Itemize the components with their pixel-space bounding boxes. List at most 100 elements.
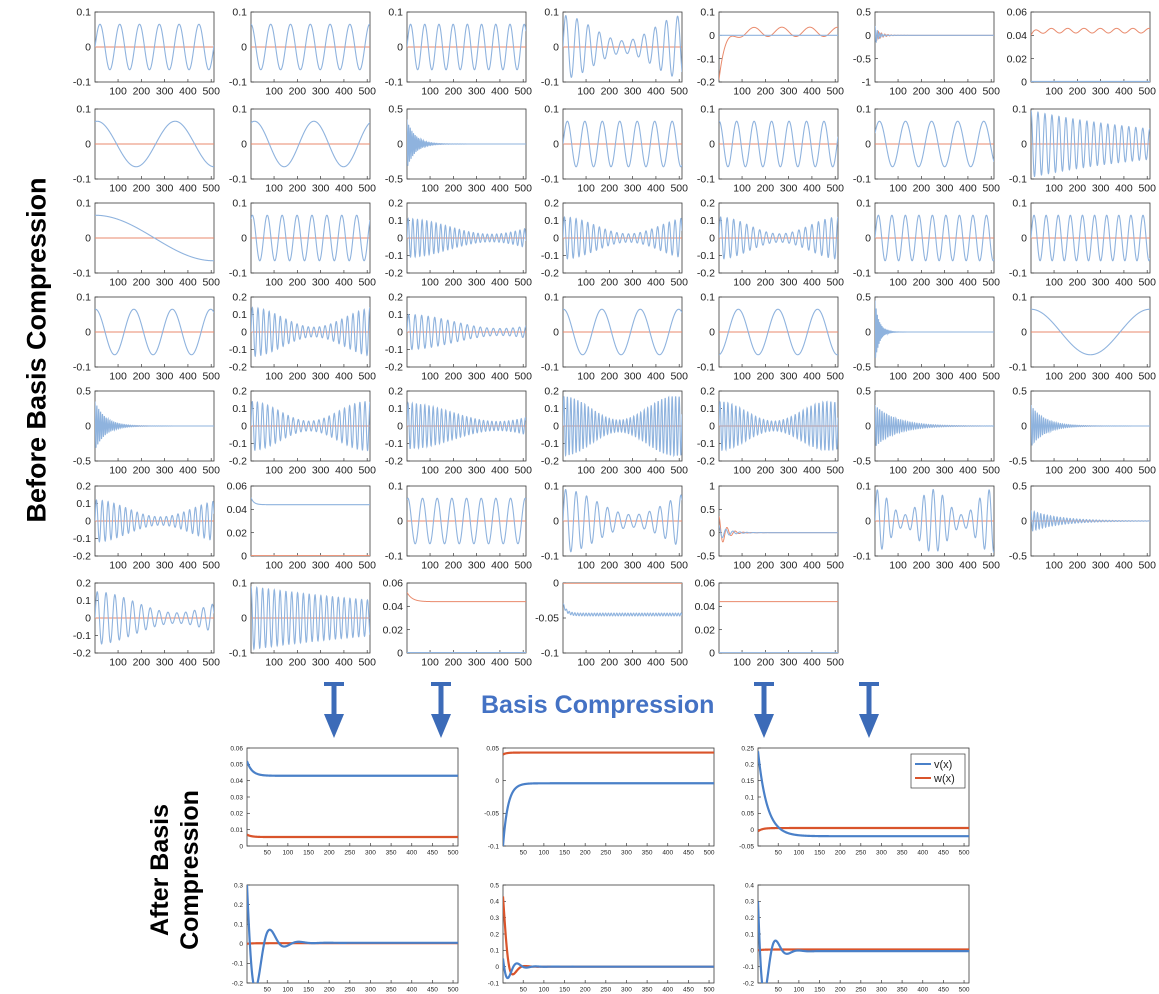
series-v-line <box>875 25 994 44</box>
y-tick-label: 0.3 <box>745 899 754 906</box>
x-tick-label: 400 <box>647 465 665 477</box>
x-tick-label: 400 <box>491 560 509 572</box>
x-tick-label: 400 <box>1115 371 1133 383</box>
y-tick-label: 0.1 <box>856 104 871 116</box>
y-tick-label: 0.1 <box>388 481 403 493</box>
x-tick-label: 300 <box>312 560 330 572</box>
subplot-r1-c3: -0.05 0 0.05 0.1 0.15 0.2 0.25 50 100 150 200 250 30… <box>739 745 970 856</box>
subplot-r1-c3: -0.1 0 0.1 100 200 300 400 500 <box>385 7 532 98</box>
y-tick-label: 0.1 <box>234 921 243 928</box>
subplot-r3-c7: -0.1 0 0.1 100 200 300 400 500 <box>1009 198 1156 289</box>
x-tick-label: 200 <box>133 465 151 477</box>
x-tick-label: 500 <box>358 183 376 195</box>
x-tick-label: 300 <box>1092 183 1110 195</box>
arrow-down-icon <box>431 682 451 738</box>
y-tick-label: 0 <box>397 327 403 339</box>
y-tick-label: -0.1 <box>73 630 91 642</box>
x-tick-label: 300 <box>1092 560 1110 572</box>
y-tick-label: 0 <box>85 139 91 151</box>
subplot-r2-c2: -0.1 0 0.1 0.2 0.3 0.4 0.5 50 100 150 200 250 300 350… <box>488 882 715 993</box>
x-tick-label: 500 <box>982 560 1000 572</box>
x-tick-label: 200 <box>1069 183 1087 195</box>
x-tick-label: 400 <box>335 560 353 572</box>
x-tick-label: 400 <box>647 371 665 383</box>
subplot-r2-c2: -0.1 0 0.1 100 200 300 400 500 <box>229 104 376 195</box>
y-tick-label: -0.2 <box>697 77 715 89</box>
y-tick-label: 0 <box>865 516 871 528</box>
x-tick-label: 500 <box>826 86 844 98</box>
x-tick-label: 500 <box>514 560 532 572</box>
x-tick-label: 400 <box>917 850 928 857</box>
x-tick-label: 500 <box>826 371 844 383</box>
y-tick-label: 0 <box>750 948 754 955</box>
x-tick-label: 450 <box>683 850 694 857</box>
x-tick-label: 450 <box>938 850 949 857</box>
subplot-r6-c6: -0.1 0 0.1 100 200 300 400 500 <box>853 481 1000 572</box>
y-tick-label: 0 <box>865 139 871 151</box>
series-v-line <box>563 308 682 356</box>
subplot-r7-c5: 0 0.02 0.04 0.06 100 200 300 400 500 <box>695 578 845 669</box>
x-tick-label: 400 <box>647 277 665 289</box>
series-v-line <box>1031 404 1150 446</box>
x-tick-label: 400 <box>803 560 821 572</box>
x-tick-label: 200 <box>133 560 151 572</box>
x-tick-label: 500 <box>202 371 220 383</box>
y-tick-label: 0.2 <box>388 292 403 304</box>
plot-frame <box>718 11 839 83</box>
y-tick-label: 0 <box>709 421 715 433</box>
y-tick-label: 0.1 <box>544 403 559 415</box>
x-tick-label: 500 <box>514 465 532 477</box>
y-tick-label: 0 <box>85 327 91 339</box>
x-tick-label: 500 <box>670 465 688 477</box>
y-tick-label: 0 <box>553 327 559 339</box>
series-w-line <box>719 26 838 80</box>
subplot-r4-c5: -0.1 0 0.1 100 200 300 400 500 <box>697 292 844 383</box>
x-tick-label: 200 <box>133 277 151 289</box>
y-tick-label: -0.1 <box>488 843 500 850</box>
x-tick-label: 200 <box>757 465 775 477</box>
subplot-r5-c4: -0.2 -0.1 0 0.1 0.2 100 200 300 400 500 <box>541 386 688 477</box>
x-tick-label: 500 <box>982 86 1000 98</box>
subplot-r2-c1: -0.2 -0.1 0 0.1 0.2 0.3 50 100 150 200 250 300 350 40… <box>232 882 459 993</box>
x-tick-label: 300 <box>468 277 486 289</box>
x-tick-label: 200 <box>757 86 775 98</box>
x-tick-label: 300 <box>156 657 174 669</box>
y-tick-label: 0.2 <box>388 386 403 398</box>
y-tick-label: -0.1 <box>541 77 559 89</box>
y-tick-label: 0.06 <box>383 578 404 590</box>
x-tick-label: 400 <box>959 560 977 572</box>
x-tick-label: 400 <box>335 183 353 195</box>
x-tick-label: 400 <box>803 86 821 98</box>
series-v-line <box>407 23 526 71</box>
x-tick-label: 300 <box>624 657 642 669</box>
x-tick-label: 100 <box>538 987 549 994</box>
y-tick-label: -0.2 <box>385 268 403 280</box>
x-tick-label: 100 <box>889 86 907 98</box>
y-tick-label: 0.1 <box>76 292 91 304</box>
x-tick-label: 100 <box>889 183 907 195</box>
x-tick-label: 300 <box>624 560 642 572</box>
x-tick-label: 500 <box>982 465 1000 477</box>
x-tick-label: 500 <box>202 183 220 195</box>
x-tick-label: 100 <box>577 560 595 572</box>
x-tick-label: 350 <box>642 850 653 857</box>
y-tick-label: 0 <box>85 421 91 433</box>
subplot-r1-c2: -0.1 -0.05 0 0.05 50 100 150 200 250 300 350 400 450… <box>484 745 715 856</box>
y-tick-label: -0.2 <box>541 268 559 280</box>
x-tick-label: 100 <box>109 277 127 289</box>
subplot-r5-c7: -0.5 0 0.5 100 200 300 400 500 <box>1009 386 1156 477</box>
subplot-r6-c4: -0.1 0 0.1 100 200 300 400 500 <box>541 481 688 572</box>
y-tick-label: 0.1 <box>745 794 754 801</box>
y-tick-label: 0.1 <box>1012 198 1027 210</box>
x-tick-label: 400 <box>179 465 197 477</box>
x-tick-label: 150 <box>814 850 825 857</box>
x-tick-label: 100 <box>109 465 127 477</box>
y-tick-label: 0.1 <box>544 215 559 227</box>
x-tick-label: 100 <box>733 657 751 669</box>
series-v-line <box>95 23 214 71</box>
y-tick-label: -0.05 <box>535 613 559 625</box>
y-tick-label: -0.5 <box>1009 456 1027 468</box>
series-v-line <box>407 217 526 259</box>
x-tick-label: 50 <box>775 987 783 994</box>
y-tick-label: 0.02 <box>1007 53 1028 65</box>
